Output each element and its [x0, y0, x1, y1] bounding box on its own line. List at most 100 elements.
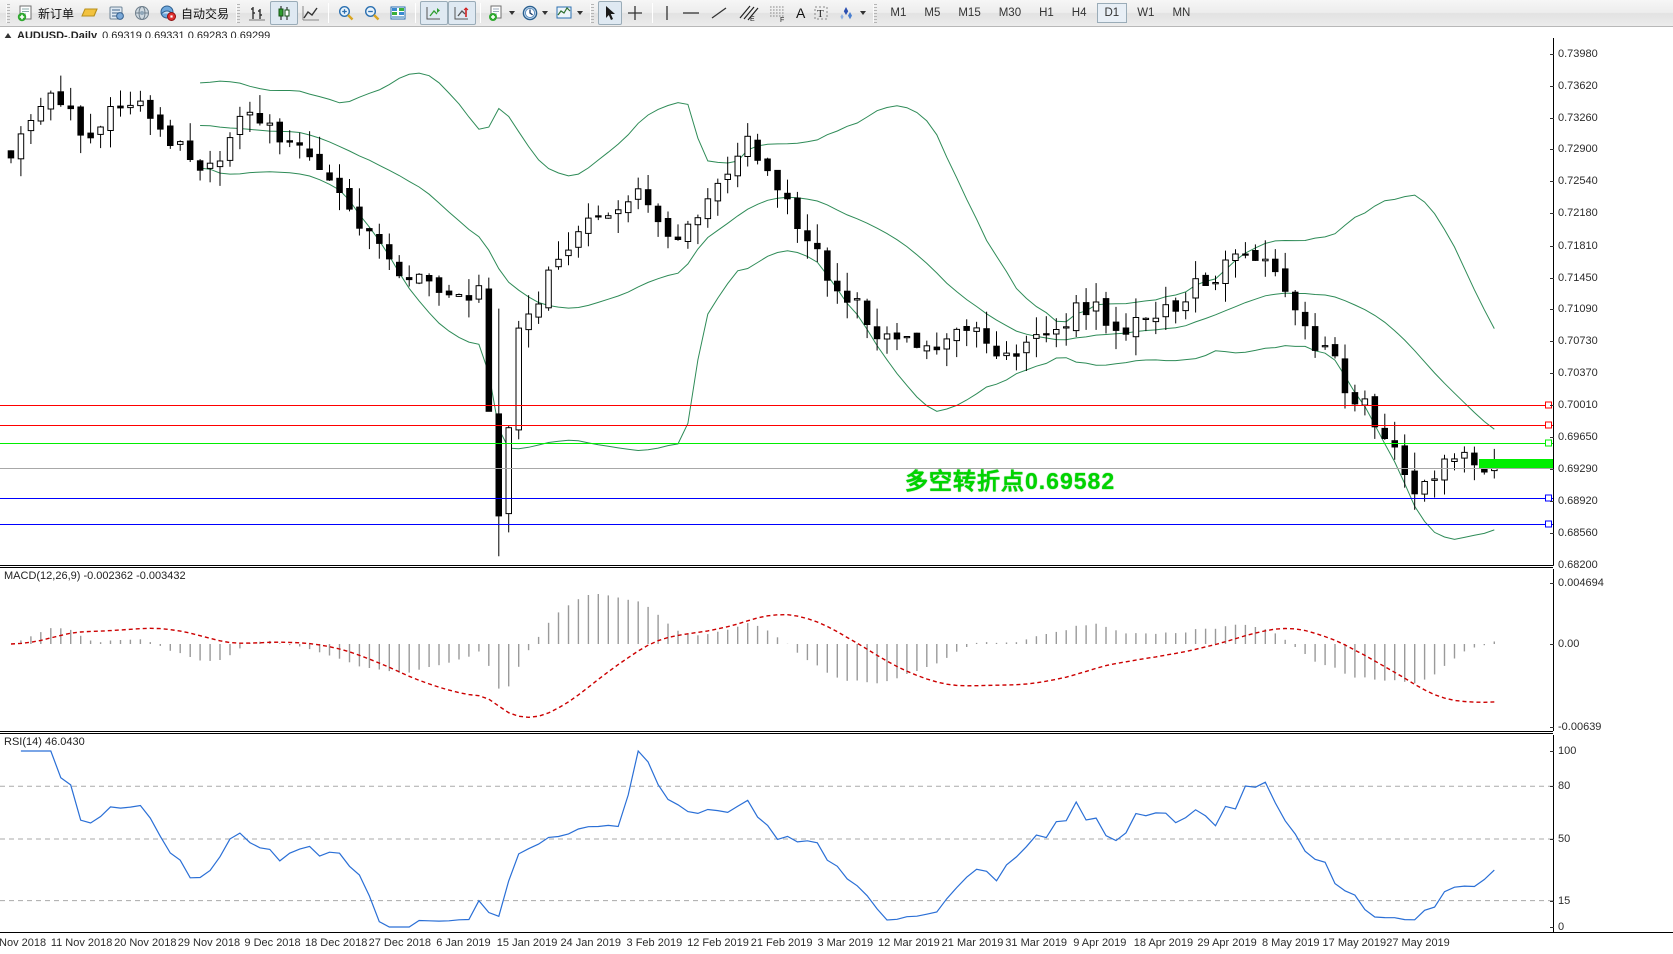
- macd-tick-mark: [1550, 643, 1554, 645]
- price-line-last-price[interactable]: [0, 467, 1553, 469]
- price-tick-mark: [1550, 468, 1554, 470]
- price-line-resistance-1[interactable]: [0, 404, 1553, 406]
- data-window-button[interactable]: [385, 1, 411, 25]
- zoom-out-button[interactable]: [359, 1, 385, 25]
- macd-scale[interactable]: 0.004694 0.00 -0.00639: [1550, 569, 1673, 733]
- line-chart-icon: [301, 4, 321, 22]
- indicators-icon: [554, 4, 574, 22]
- rsi-tick: 50: [1558, 833, 1571, 845]
- time-tick: 27 May 2019: [1386, 937, 1450, 949]
- pane-separator-2[interactable]: [0, 731, 1553, 734]
- timeframe-w1[interactable]: W1: [1137, 7, 1155, 19]
- bar-chart-button[interactable]: [244, 1, 270, 25]
- time-tick: 18 Apr 2019: [1133, 937, 1194, 949]
- price-tick: 0.69650: [1558, 430, 1598, 443]
- toolbar-separator-2: [415, 3, 417, 23]
- templates-button[interactable]: [485, 1, 518, 25]
- price-tick-mark: [1550, 404, 1554, 406]
- price-tick: 0.72900: [1558, 143, 1598, 156]
- svg-text:T: T: [817, 8, 824, 20]
- cursor-button[interactable]: [598, 1, 623, 25]
- autotrading-button[interactable]: 自动交易: [155, 1, 232, 25]
- price-line-handle-pivot-line[interactable]: [1545, 439, 1552, 447]
- period-dropdown-caret[interactable]: [542, 11, 549, 15]
- line-chart-button[interactable]: [298, 1, 324, 25]
- price-tick: 0.70730: [1558, 335, 1598, 348]
- pane-separator-1[interactable]: [0, 565, 1553, 568]
- candlestick-chart-button[interactable]: [270, 1, 299, 25]
- toolbar-grip-4[interactable]: [873, 3, 878, 23]
- macd-plot-area[interactable]: [0, 569, 1673, 731]
- timeframe-m30[interactable]: M30: [998, 7, 1022, 19]
- price-tick: 0.70010: [1558, 398, 1598, 411]
- price-plot-area[interactable]: [0, 38, 1673, 565]
- price-line-handle-support-2[interactable]: [1545, 520, 1552, 528]
- price-line-handle-resistance-1[interactable]: [1545, 401, 1552, 409]
- timeframe-m1[interactable]: M1: [890, 7, 907, 19]
- new-order-button[interactable]: 新订单: [14, 1, 77, 25]
- price-line-handle-support-1[interactable]: [1545, 494, 1552, 502]
- time-tick: 29 Apr 2019: [1197, 937, 1257, 949]
- timeframe-d1[interactable]: D1: [1096, 3, 1128, 23]
- price-line-pivot-line[interactable]: [0, 442, 1553, 444]
- period-button[interactable]: [518, 1, 551, 25]
- folder-button[interactable]: [77, 1, 103, 25]
- rsi-scale[interactable]: 100 80 50 15 0: [1550, 735, 1673, 933]
- chart-shift-button[interactable]: [420, 1, 449, 25]
- shapes-dropdown-caret[interactable]: [860, 11, 867, 15]
- macd-pane[interactable]: MACD(12,26,9) -0.002362 -0.003432 0.0046…: [0, 569, 1673, 733]
- timeframe-mn[interactable]: MN: [1172, 7, 1191, 19]
- text-label-button[interactable]: T: [808, 1, 834, 25]
- indicators-dropdown-caret[interactable]: [577, 11, 584, 15]
- price-tick: 0.70370: [1558, 367, 1598, 380]
- vertical-line-button[interactable]: [657, 1, 677, 25]
- timeframe-h1[interactable]: H1: [1039, 7, 1054, 19]
- globe-button[interactable]: [129, 1, 155, 25]
- shapes-button[interactable]: [834, 1, 869, 25]
- autotrading-label: 自动交易: [181, 6, 230, 21]
- price-tick: 0.72180: [1558, 207, 1598, 220]
- price-line-support-1[interactable]: [0, 497, 1553, 499]
- new-order-label: 新订单: [38, 6, 75, 21]
- price-line-handle-resistance-2[interactable]: [1545, 421, 1552, 429]
- fibonacci-button[interactable]: F: [763, 1, 793, 25]
- text-button[interactable]: A: [793, 1, 808, 25]
- horizontal-line-icon: [680, 4, 702, 22]
- horizontal-line-button[interactable]: [677, 1, 705, 25]
- macd-tick: -0.00639: [1558, 721, 1602, 733]
- timeframe-m5[interactable]: M5: [924, 7, 941, 19]
- toolbar-grip[interactable]: [6, 3, 10, 23]
- time-tick: 20 Nov 2018: [114, 937, 177, 949]
- price-pane[interactable]: 0.700110.697820.695820.692990.689580.686…: [0, 38, 1673, 571]
- chart-window: AUDUSD-,Daily 0.69319 0.69331 0.69283 0.…: [0, 27, 1673, 954]
- equidistant-channel-button[interactable]: E: [733, 1, 763, 25]
- price-line-support-2[interactable]: [0, 524, 1553, 526]
- rsi-tick-mark: [1550, 927, 1554, 928]
- trendline-button[interactable]: [705, 1, 733, 25]
- zoom-in-button[interactable]: [333, 1, 359, 25]
- timeframe-h4[interactable]: H4: [1071, 7, 1087, 19]
- templates-icon: [488, 4, 506, 22]
- price-scale[interactable]: 0.73980 0.73620 0.73260 0.72900 0.72540 0.721…: [1550, 38, 1673, 571]
- rsi-pane[interactable]: RSI(14) 46.0430 100 80 50 15 0: [0, 735, 1673, 933]
- chart-restore-icon[interactable]: [4, 32, 12, 39]
- indicators-button[interactable]: [551, 1, 586, 25]
- chart-shift-icon: [424, 4, 444, 22]
- rsi-plot-area[interactable]: [0, 735, 1673, 933]
- toolbar-grip-2[interactable]: [236, 3, 241, 23]
- terminal-button[interactable]: [103, 1, 129, 25]
- timeframe-m15[interactable]: M15: [958, 7, 981, 19]
- toolbar-grip-3[interactable]: [590, 3, 595, 23]
- templates-dropdown-caret[interactable]: [509, 11, 516, 15]
- pivot-highlight-segment[interactable]: [1479, 459, 1583, 468]
- crosshair-button[interactable]: [622, 1, 648, 25]
- price-tick-mark: [1550, 213, 1554, 215]
- time-tick: 21 Mar 2019: [941, 937, 1004, 949]
- price-line-resistance-2[interactable]: [0, 425, 1553, 427]
- equidistant-channel-icon: E: [736, 3, 760, 23]
- time-tick: 21 Feb 2019: [750, 937, 813, 949]
- auto-scroll-button[interactable]: [448, 1, 477, 25]
- chart-annotation-text[interactable]: 多空转折点0.69582: [905, 468, 1116, 494]
